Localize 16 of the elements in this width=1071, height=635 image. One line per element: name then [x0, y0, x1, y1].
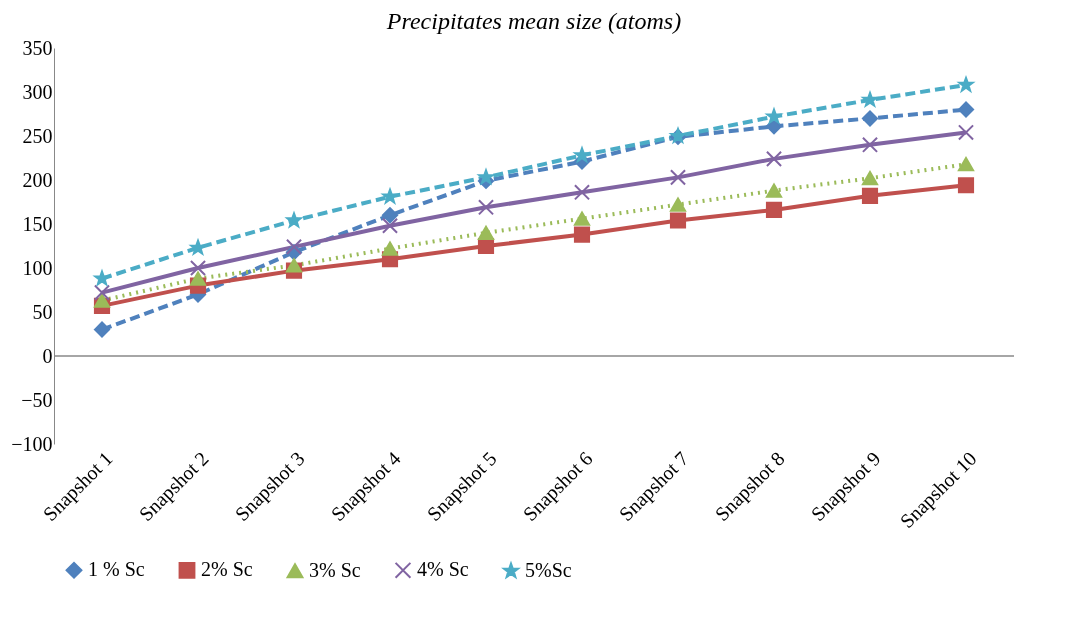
y-tick-label: 200 [22, 168, 53, 191]
legend-label: 5%Sc [525, 559, 572, 581]
y-tick-label: 250 [22, 124, 53, 147]
legend-label: 2% Sc [201, 558, 253, 581]
y-tick-label: 150 [22, 212, 53, 235]
legend-label: 1 % Sc [88, 558, 145, 581]
legend-label: 4% Sc [417, 558, 469, 581]
y-tick-label: −100 [11, 432, 53, 455]
y-tick-label: 0 [42, 344, 53, 367]
y-tick-label: 350 [22, 36, 53, 59]
legend-label: 3% Sc [309, 558, 361, 581]
y-tick-label: −50 [21, 388, 53, 411]
y-tick-label: 50 [32, 300, 53, 323]
chart-title: Precipitates mean size (atoms) [385, 8, 682, 34]
y-tick-label: 100 [22, 256, 53, 279]
y-tick-label: 300 [22, 80, 53, 103]
